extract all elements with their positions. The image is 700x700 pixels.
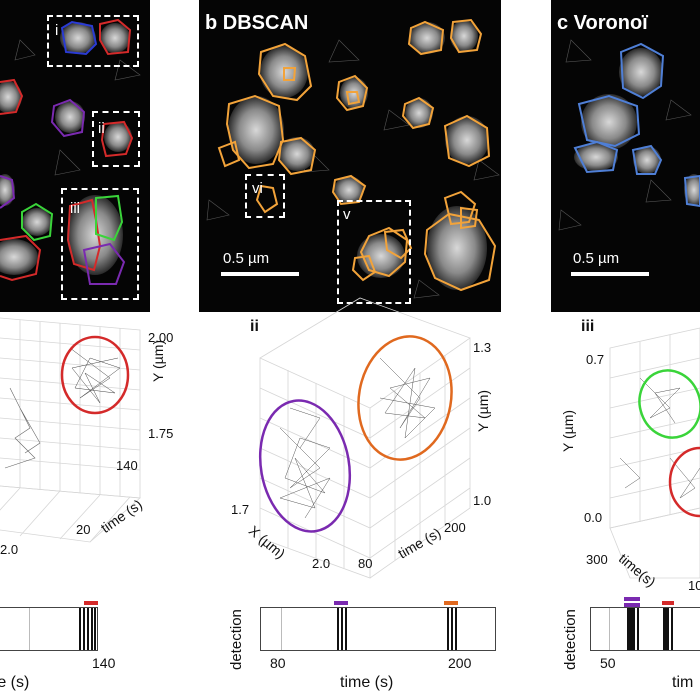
detection-ii-event (337, 608, 339, 650)
panel-c-clusters (558, 39, 700, 231)
detection-ii-event (451, 608, 453, 650)
panel-c-title: c Voronoï (557, 12, 648, 34)
detection-iii-event (627, 608, 635, 650)
plot-ii-ytick-bottom: 1.0 (473, 493, 492, 508)
detection-i-event (94, 608, 96, 650)
detection-ii-event (345, 608, 347, 650)
region-label-ii: ii (98, 120, 105, 137)
region-label-i: i (55, 22, 59, 39)
plot-i-ytick-bottom: 1.75 (148, 426, 174, 441)
region-box-ii (92, 111, 140, 167)
plot-iii-time-tick-bottom: 100 (688, 578, 700, 593)
panel-c-scalebar-label: 0.5 µm (573, 250, 620, 267)
panel-a-image: i ii iii (0, 0, 150, 312)
detection-iii-red-mark (662, 601, 674, 605)
plot-ii-xtick-left: 1.7 (231, 502, 250, 517)
detection-ii-xlabel: time (s) (340, 674, 394, 691)
detection-ii-event (341, 608, 343, 650)
detection-iii-gridline (609, 608, 610, 650)
detection-i-tick: 140 (92, 655, 116, 671)
plot-iii-3d (609, 327, 700, 579)
detection-iii-xlabel: tim (672, 674, 694, 691)
plot-i-ylabel: Y (µm) (150, 339, 166, 382)
region-box-i (47, 15, 139, 67)
detection-ii-tick-80: 80 (270, 655, 286, 671)
panel-c-voronoi: c Voronoï 0.5 µm (551, 0, 700, 312)
plot-i-3d (0, 317, 141, 543)
panel-a-clusters (0, 18, 141, 285)
plot-ii-label: ii (250, 318, 259, 335)
detection-iii-purple-mark (624, 603, 640, 607)
detection-iii-event (663, 608, 669, 650)
detection-i-event (79, 608, 81, 650)
plot-ii-ytick-top: 1.3 (473, 340, 492, 355)
detection-i-xlabel: time (s) (0, 674, 30, 691)
detection-ii-orange-mark (444, 601, 458, 605)
panel-c-scalebar (571, 272, 649, 276)
plot-iii-ytick-top: 0.7 (586, 352, 605, 367)
plot-i-time-tick-bottom: 20 (76, 522, 91, 537)
panel-b-scalebar-label: 0.5 µm (223, 250, 270, 267)
detection-i-event (83, 608, 85, 650)
plot-ii-time-tick-bottom: 80 (358, 556, 373, 571)
plot-iii-ylabel: Y (µm) (560, 409, 576, 452)
detection-ii-ylabel: detection (228, 609, 245, 670)
detection-ii-purple-mark (334, 601, 348, 605)
detection-strip-i (0, 607, 98, 651)
detection-i-event (91, 608, 93, 650)
plot-i-time-tick-top: 140 (116, 458, 138, 473)
detection-iii-event (671, 608, 673, 650)
plot-ii-3d (258, 297, 471, 579)
plot-i-ytick-top: 2.00 (148, 330, 174, 345)
detection-iii-purple-mark (624, 597, 640, 601)
region-label-v: v (343, 206, 351, 223)
detection-strip-ii (260, 607, 496, 651)
detection-i-gridline (29, 608, 30, 650)
panel-b-clusters (206, 18, 500, 299)
panel-b-title: b DBSCAN (205, 12, 309, 34)
detection-i-event (87, 608, 89, 650)
plot-ii-xtick-right: 2.0 (312, 556, 331, 571)
plot-ii-ylabel: Y (µm) (475, 389, 491, 432)
region-box-vi (245, 174, 285, 218)
region-label-vi: vi (252, 180, 263, 197)
plot-iii-time-tick-top: 300 (586, 552, 608, 567)
region-box-iii (61, 188, 139, 300)
plot-iii-ytick-bottom: 0.0 (584, 510, 603, 525)
detection-i-red-mark (84, 601, 98, 605)
plot-iii-label: iii (581, 318, 595, 335)
plot-i-xtick: 2.0 (0, 542, 19, 557)
detection-ii-gridline (281, 608, 282, 650)
detection-ii-tick-200: 200 (448, 655, 472, 671)
detection-ii-event (455, 608, 457, 650)
detection-iii-ylabel: detection (562, 609, 579, 670)
detection-strip-iii (590, 607, 700, 651)
detection-iii-tick-50: 50 (600, 655, 616, 671)
detection-ii-event (447, 608, 449, 650)
panel-b-scalebar (221, 272, 299, 276)
plot-ii-time-tick-top: 200 (444, 520, 466, 535)
panel-b-dbscan: b DBSCAN vi v 0.5 µm (199, 0, 501, 312)
detection-iii-event (637, 608, 639, 650)
region-label-iii: iii (70, 200, 80, 217)
